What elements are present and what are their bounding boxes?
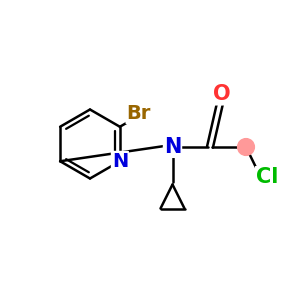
- Circle shape: [214, 87, 230, 102]
- Text: Br: Br: [126, 104, 151, 123]
- Text: N: N: [112, 152, 128, 171]
- Text: O: O: [213, 85, 231, 104]
- Text: N: N: [164, 137, 181, 157]
- Circle shape: [238, 139, 254, 155]
- Text: Cl: Cl: [256, 167, 278, 187]
